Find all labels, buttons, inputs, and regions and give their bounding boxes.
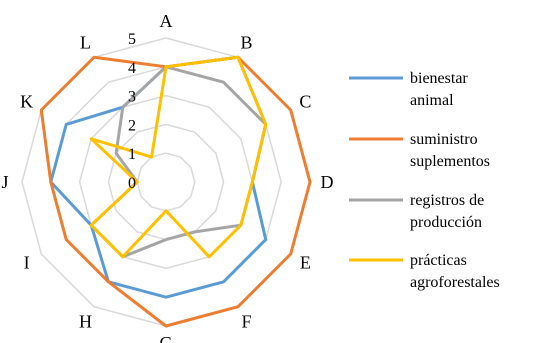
series-layer (39, 55, 312, 328)
category-label: C (299, 92, 311, 112)
tick-label: 5 (128, 31, 136, 48)
category-label: B (240, 33, 252, 53)
tick-label: 4 (128, 60, 136, 77)
legend-label-2: suministro suplementos (410, 131, 490, 170)
tick-label: 0 (128, 175, 136, 192)
tick-label: 3 (128, 89, 136, 106)
category-label: J (1, 172, 8, 192)
label-layer: A B C D E F G H I J K L 0 1 2 3 4 5 (1, 11, 333, 343)
grid-ring-3 (78, 94, 254, 270)
category-label: E (300, 253, 311, 273)
legend-label-4: prácticas agroforestales (410, 252, 500, 291)
legend-label-1: bienestar animal (410, 70, 468, 109)
grid-layer (21, 37, 311, 327)
category-label: I (24, 253, 30, 273)
grid-ring-5 (21, 37, 311, 327)
grid-ring-2 (107, 123, 225, 241)
category-label: K (20, 92, 33, 112)
series-line-4 (89, 55, 268, 259)
category-label: A (160, 11, 173, 31)
category-label: L (80, 33, 91, 53)
category-label: D (321, 172, 334, 192)
tick-label: 2 (128, 117, 136, 134)
legend-label-3: registros de producción (410, 192, 484, 231)
category-label: G (160, 333, 173, 343)
tick-label: 1 (128, 146, 136, 163)
category-label: H (79, 311, 92, 331)
grid-ring-1 (136, 152, 196, 212)
category-label: F (241, 311, 251, 331)
series-line-2 (39, 55, 312, 328)
grid-ring-4 (50, 66, 282, 298)
legend: bienestar animal suministro suplementos regi… (349, 70, 500, 291)
